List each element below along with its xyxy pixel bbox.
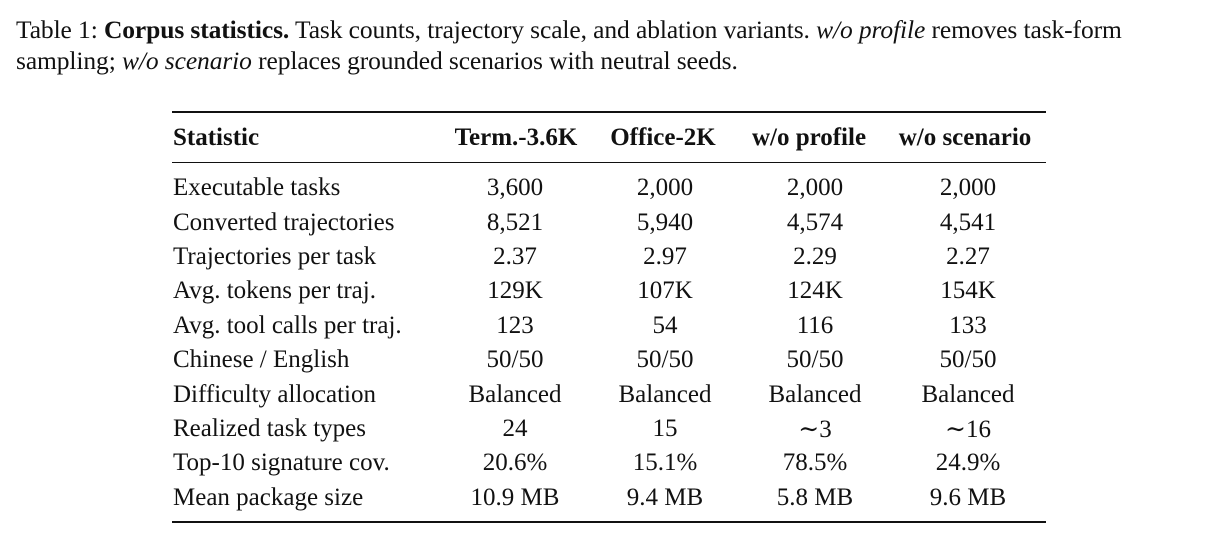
table-cell: 4,574 (786, 208, 844, 236)
table-cell: 123 (496, 311, 534, 339)
row-label: Trajectories per task (173, 242, 377, 270)
caption-emphasis-1: w/o profile (816, 15, 926, 44)
caption-text-2: removes task-form sampling; (16, 15, 1122, 75)
table-cell: 2.37 (493, 242, 537, 270)
table-cell: 2.29 (793, 242, 837, 270)
header-cell: Office-2K (610, 123, 716, 151)
table-cell: 24 (502, 414, 528, 442)
table-cell: 116 (796, 311, 834, 339)
table-cell: 54 (652, 311, 678, 339)
table-header-row: Statistic Term.-3.6K Office-2K w/o profi… (172, 113, 1046, 162)
table-cell: Balanced (618, 380, 712, 408)
table-cell: 9.6 MB (929, 483, 1007, 511)
table-cell: 9.4 MB (626, 483, 704, 511)
table-cell: 4,541 (939, 208, 997, 236)
table-cell: Balanced (768, 380, 862, 408)
table-cell: 154K (940, 277, 996, 305)
table-cell: 50/50 (939, 346, 997, 374)
table-cell: 15 (652, 414, 678, 442)
caption-label: Table 1: (16, 15, 98, 44)
row-label: Mean package size (173, 483, 364, 511)
top-rule (172, 111, 1046, 113)
header-cell: Statistic (173, 123, 260, 151)
table-cell: 107K (637, 277, 693, 305)
table-cell: 5.8 MB (776, 483, 854, 511)
table-row: Avg. tool calls per traj. 123 54 116 133 (172, 309, 1046, 343)
table-cell: 2.27 (946, 242, 990, 270)
table-row: Executable tasks 3,600 2,000 2,000 2,000 (172, 171, 1046, 205)
table-cell: ∼3 (798, 415, 832, 443)
header-cell: Term.-3.6K (454, 123, 578, 151)
table-cell: 8,521 (486, 208, 544, 236)
table-cell: 3,600 (486, 174, 544, 202)
statistics-table: Statistic Term.-3.6K Office-2K w/o profi… (172, 111, 1046, 523)
table-row: Trajectories per task 2.37 2.97 2.29 2.2… (172, 240, 1046, 274)
table-cell: 15.1% (632, 449, 698, 477)
bottom-rule (172, 520, 1046, 523)
table-row: Avg. tokens per traj. 129K 107K 124K 154… (172, 274, 1046, 308)
table-cell: 20.6% (482, 449, 548, 477)
table-cell: 129K (487, 277, 543, 305)
table-cell: 50/50 (636, 346, 694, 374)
table-cell: Balanced (468, 380, 562, 408)
table-cell: 124K (787, 277, 843, 305)
table-cell: 2,000 (939, 174, 997, 202)
table-cell: 78.5% (782, 449, 848, 477)
table-cell: ∼16 (945, 415, 991, 443)
table-cell: 24.9% (935, 449, 1001, 477)
table-cell: 50/50 (786, 346, 844, 374)
row-label: Realized task types (173, 414, 366, 442)
table-row: Converted trajectories 8,521 5,940 4,574… (172, 205, 1046, 239)
table-cell: 5,940 (636, 208, 694, 236)
table-cell: 133 (949, 311, 987, 339)
row-label: Difficulty allocation (173, 380, 376, 408)
caption-title: Corpus statistics. (103, 15, 290, 44)
table-row: Mean package size 10.9 MB 9.4 MB 5.8 MB … (172, 481, 1046, 515)
table-row: Top-10 signature cov. 20.6% 15.1% 78.5% … (172, 446, 1046, 480)
table-cell: 50/50 (486, 346, 544, 374)
table-row: Chinese / English 50/50 50/50 50/50 50/5… (172, 343, 1046, 377)
mid-rule (172, 162, 1046, 163)
row-label: Top-10 signature cov. (173, 449, 390, 477)
table-cell: 2,000 (636, 174, 694, 202)
row-label: Chinese / English (173, 346, 350, 374)
caption-emphasis-2: w/o scenario (121, 46, 252, 75)
header-cell: w/o profile (751, 123, 867, 151)
table-row: Difficulty allocation Balanced Balanced … (172, 377, 1046, 411)
table-row: Realized task types 24 15 ∼3 ∼16 (172, 412, 1046, 446)
row-label: Executable tasks (173, 174, 341, 202)
table-caption: Table 1: Corpus statistics. Task counts,… (16, 14, 1211, 76)
caption-text-3: replaces grounded scenarios with neutral… (258, 46, 738, 75)
row-label: Avg. tool calls per traj. (173, 311, 402, 339)
row-label: Converted trajectories (173, 208, 395, 236)
table-cell: 2,000 (786, 174, 844, 202)
table-body: Executable tasks 3,600 2,000 2,000 2,000… (172, 163, 1046, 521)
caption-text-1: Task counts, trajectory scale, and ablat… (295, 15, 810, 44)
table-cell: Balanced (921, 380, 1015, 408)
header-cell: w/o scenario (898, 123, 1032, 151)
table-cell: 10.9 MB (470, 483, 560, 511)
table-cell: 2.97 (643, 242, 687, 270)
row-label: Avg. tokens per traj. (173, 277, 376, 305)
